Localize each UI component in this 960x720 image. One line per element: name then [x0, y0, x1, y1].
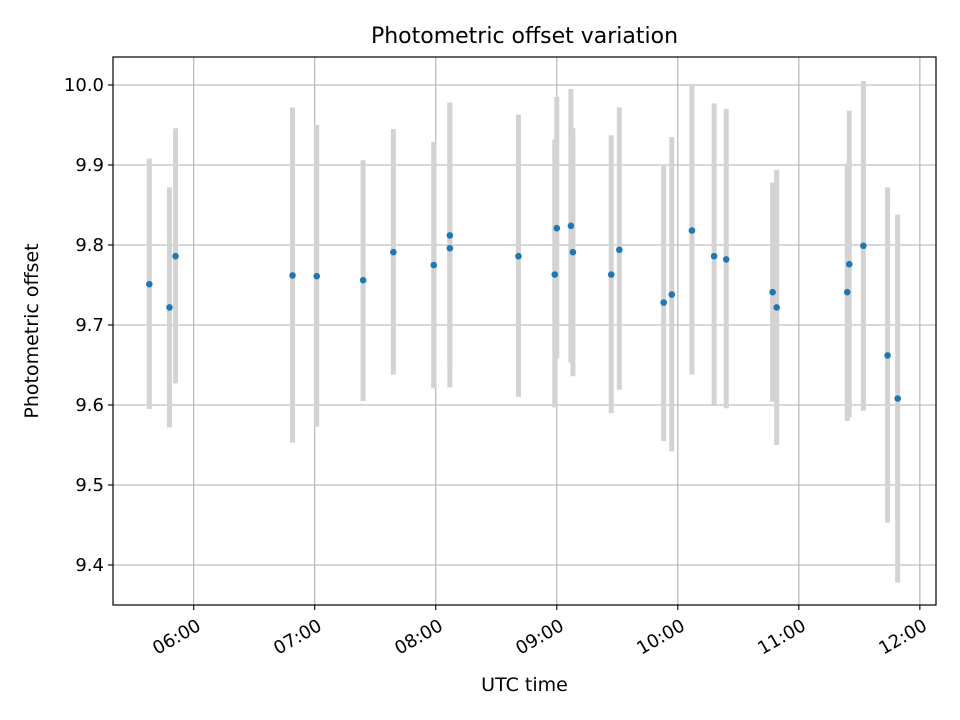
data-point: [359, 276, 367, 284]
y-tick-label: 9.4: [75, 555, 104, 576]
data-point: [515, 252, 522, 260]
y-tick-label: 9.9: [75, 155, 104, 176]
data-point: [313, 272, 321, 280]
grid-lines: [113, 57, 936, 605]
data-point: [860, 242, 867, 250]
y-axis-label: Photometric offset: [21, 243, 43, 418]
data-point: [166, 304, 173, 311]
data-point: [430, 261, 438, 269]
data-point: [843, 288, 851, 296]
data-point: [773, 304, 780, 311]
data-point: [894, 395, 901, 402]
data-point: [553, 224, 561, 232]
data-point: [660, 299, 667, 306]
data-point: [446, 244, 454, 252]
data-point: [616, 246, 623, 254]
data-point: [289, 272, 296, 279]
data-point: [551, 271, 559, 278]
data-point: [845, 260, 853, 268]
y-axis-ticks: 9.4 9.5 9.6 9.7 9.8 9.9 10.0: [64, 75, 113, 576]
chart-title: Photometric offset variation: [371, 24, 678, 49]
data-point: [172, 252, 179, 260]
data-point: [688, 227, 696, 234]
data-point: [769, 288, 776, 296]
y-tick-label: 9.8: [75, 235, 104, 256]
data-point: [668, 291, 676, 298]
data-point: [567, 222, 575, 230]
data-point: [390, 248, 397, 256]
data-point: [607, 271, 615, 278]
data-point: [884, 352, 891, 359]
plot-area-frame: [112, 56, 937, 606]
data-point: [710, 252, 718, 260]
data-point: [146, 280, 153, 288]
y-tick-label: 9.7: [75, 315, 104, 336]
x-axis-label: UTC time: [481, 674, 568, 696]
data-point: [446, 232, 454, 239]
data-point: [722, 256, 730, 263]
y-tick-label: 9.5: [75, 475, 104, 496]
data-points: [146, 222, 901, 402]
data-point: [569, 248, 577, 256]
y-tick-label: 9.6: [75, 395, 104, 416]
y-tick-label: 10.0: [64, 75, 104, 96]
